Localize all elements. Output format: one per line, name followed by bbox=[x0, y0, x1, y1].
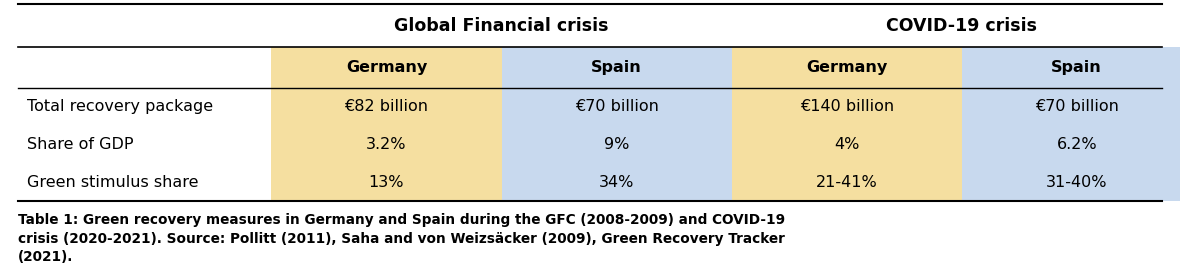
Text: €70 billion: €70 billion bbox=[575, 99, 658, 114]
Bar bbox=[732, 47, 962, 201]
Text: Spain: Spain bbox=[1051, 60, 1102, 75]
Bar bbox=[962, 47, 1180, 201]
Text: Green stimulus share: Green stimulus share bbox=[27, 175, 198, 189]
Text: €140 billion: €140 billion bbox=[800, 99, 893, 114]
Text: 13%: 13% bbox=[368, 175, 405, 189]
Text: COVID-19 crisis: COVID-19 crisis bbox=[886, 17, 1037, 35]
Text: Germany: Germany bbox=[806, 60, 887, 75]
Text: Global Financial crisis: Global Financial crisis bbox=[394, 17, 609, 35]
Bar bbox=[502, 47, 732, 201]
Text: €70 billion: €70 billion bbox=[1035, 99, 1119, 114]
Bar bbox=[271, 47, 502, 201]
Text: 4%: 4% bbox=[834, 137, 859, 152]
Text: Total recovery package: Total recovery package bbox=[27, 99, 214, 114]
Text: 34%: 34% bbox=[599, 175, 634, 189]
Text: €82 billion: €82 billion bbox=[345, 99, 428, 114]
Text: Share of GDP: Share of GDP bbox=[27, 137, 133, 152]
Text: 6.2%: 6.2% bbox=[1056, 137, 1097, 152]
Text: Spain: Spain bbox=[591, 60, 642, 75]
Text: Germany: Germany bbox=[346, 60, 427, 75]
Text: 31-40%: 31-40% bbox=[1045, 175, 1108, 189]
Text: 21-41%: 21-41% bbox=[815, 175, 878, 189]
Text: Table 1: Green recovery measures in Germany and Spain during the GFC (2008-2009): Table 1: Green recovery measures in Germ… bbox=[18, 213, 785, 264]
Text: 9%: 9% bbox=[604, 137, 629, 152]
Text: 3.2%: 3.2% bbox=[366, 137, 407, 152]
